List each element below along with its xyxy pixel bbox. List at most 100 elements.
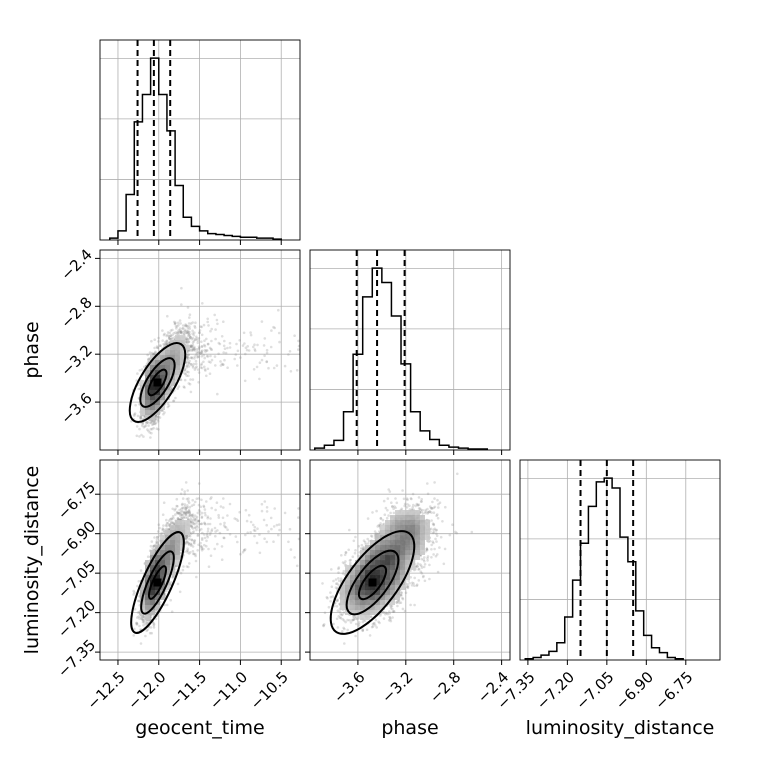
- sample-point: [243, 379, 247, 383]
- panel-ticks-2-0: [95, 460, 300, 665]
- sample-point: [183, 490, 186, 493]
- sample-point: [193, 539, 196, 543]
- sample-point: [197, 519, 200, 523]
- sample-point: [224, 526, 228, 529]
- sample-point: [244, 346, 248, 350]
- sample-point: [153, 536, 156, 539]
- sample-point: [152, 622, 156, 626]
- sample-point: [167, 341, 171, 345]
- sample-point: [152, 621, 155, 625]
- sample-point: [186, 338, 189, 341]
- sample-point: [205, 354, 209, 358]
- sample-point: [139, 642, 143, 645]
- sample-point: [141, 618, 145, 622]
- sample-point: [199, 544, 202, 548]
- sample-point: [136, 599, 140, 603]
- sample-point: [196, 368, 200, 371]
- sample-point: [205, 337, 208, 341]
- sample-point: [175, 325, 179, 328]
- density-cell: [165, 360, 170, 365]
- sample-point: [137, 387, 140, 391]
- sample-point: [199, 366, 203, 369]
- sample-point: [187, 353, 190, 357]
- sample-point: [243, 548, 247, 551]
- sample-point: [187, 333, 191, 336]
- sample-point: [216, 322, 219, 326]
- sample-point: [185, 329, 188, 333]
- sample-point: [182, 516, 185, 520]
- sample-point: [157, 340, 160, 343]
- sample-point: [236, 519, 240, 522]
- sample-point: [151, 547, 154, 550]
- sample-point: [194, 359, 198, 363]
- density-cell: [165, 345, 170, 350]
- sample-point: [187, 334, 190, 338]
- sample-point: [190, 538, 194, 542]
- sample-point: [206, 530, 210, 533]
- sample-point: [249, 333, 253, 337]
- sample-point: [191, 514, 194, 517]
- sample-point: [157, 523, 161, 526]
- sample-point: [172, 399, 175, 403]
- sample-point: [193, 331, 196, 335]
- sample-point: [197, 503, 201, 507]
- sample-point: [260, 358, 264, 362]
- sample-point: [209, 517, 212, 520]
- sample-point: [216, 392, 219, 396]
- sample-point: [238, 510, 241, 514]
- density-cell: [170, 365, 175, 370]
- sample-point: [191, 531, 195, 534]
- sample-point: [155, 427, 159, 431]
- sample-point: [191, 513, 195, 516]
- sample-point: [186, 540, 189, 544]
- sample-point: [206, 320, 209, 324]
- sample-point: [239, 552, 242, 556]
- sample-point: [146, 421, 150, 424]
- sample-point: [297, 348, 300, 351]
- sample-point: [186, 360, 189, 364]
- sample-point: [175, 564, 178, 567]
- sample-point: [149, 436, 152, 439]
- sample-point: [194, 517, 198, 520]
- sample-point: [226, 366, 229, 370]
- sample-point: [263, 500, 267, 503]
- sample-point: [149, 616, 153, 619]
- sample-point: [153, 346, 156, 350]
- sample-point: [200, 350, 203, 353]
- sample-point: [245, 519, 249, 523]
- sample-point: [193, 523, 196, 526]
- sample-point: [182, 385, 186, 389]
- sample-point: [136, 372, 139, 375]
- density-cell: [170, 340, 175, 345]
- sample-point: [188, 334, 192, 338]
- sample-point: [180, 286, 183, 290]
- sample-point: [163, 332, 166, 336]
- sample-point: [195, 497, 199, 501]
- sample-point: [179, 512, 183, 516]
- sample-point: [192, 362, 196, 366]
- sample-point: [154, 351, 158, 355]
- sample-point: [178, 518, 181, 521]
- sample-point: [188, 562, 191, 565]
- sample-point: [258, 377, 261, 381]
- sample-point: [169, 518, 172, 521]
- sample-point: [181, 327, 185, 330]
- sample-point: [184, 323, 187, 326]
- sample-point: [179, 330, 182, 334]
- density-cell: [175, 350, 180, 355]
- density-cell: [145, 410, 150, 415]
- sample-point: [152, 626, 156, 629]
- sample-point: [181, 568, 185, 572]
- sample-point: [204, 523, 207, 526]
- sample-point: [153, 352, 156, 356]
- sample-point: [177, 323, 180, 327]
- sample-point: [158, 344, 162, 348]
- sample-point: [150, 540, 154, 543]
- sample-point: [187, 353, 190, 357]
- sample-point: [170, 337, 173, 341]
- sample-point: [180, 509, 184, 513]
- sample-point: [154, 417, 158, 421]
- sample-point: [206, 515, 210, 518]
- sample-point: [172, 576, 175, 579]
- contour-level-2: [128, 342, 187, 423]
